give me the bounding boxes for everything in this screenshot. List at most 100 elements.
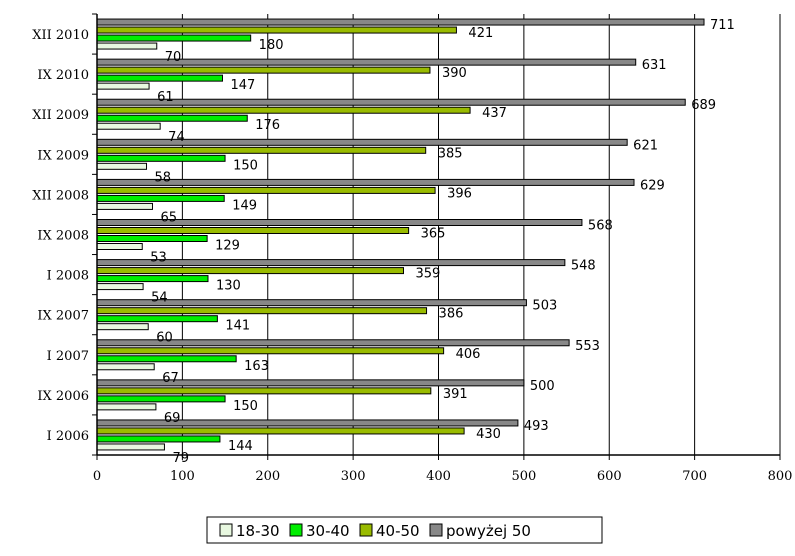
data-label: 406 [456,347,481,362]
data-label: 149 [232,198,257,213]
legend-label: 18-30 [236,522,280,540]
data-label: 58 [155,170,172,185]
data-label: 711 [710,18,735,33]
bar [96,18,705,26]
bar [96,315,218,323]
data-label: 621 [633,138,658,153]
category-label: I 2007 [47,349,89,364]
data-label: 150 [233,158,258,173]
bar [96,227,410,234]
data-label: 493 [524,419,549,434]
category-label: IX 2006 [37,389,89,404]
x-tick-label: 600 [597,469,622,484]
data-label: 150 [233,399,258,414]
data-label: 437 [482,106,507,121]
bar [96,26,457,34]
data-label: 500 [530,379,555,394]
category-labels: I 2006 IX 2006 I 2007 IX 2007 I 2008 IX 2008 X… [32,28,89,444]
legend-box [206,516,603,544]
bar [96,307,428,315]
category-label: IX 2009 [37,148,89,163]
data-label: 365 [421,227,446,242]
bar [96,194,225,202]
data-label: 74 [168,130,185,145]
bar [96,162,148,170]
legend: 18-30 30-40 40-50 powyżej 50 [206,516,603,544]
bar [96,146,427,154]
x-tick-label: 100 [170,469,195,484]
category-label: IX 2007 [37,309,89,324]
bar [96,178,635,186]
bar [96,259,566,267]
data-label: 430 [476,427,501,442]
bar [96,106,471,114]
bar [96,427,465,435]
category-label: XII 2009 [32,108,89,123]
bar [96,66,431,74]
bar [96,355,237,363]
bar [96,387,432,395]
legend-label: 40-50 [376,522,420,540]
data-label: 141 [225,319,250,334]
bar [96,443,165,451]
data-label: 144 [228,439,253,454]
data-label: 385 [438,146,463,161]
grid-lines [181,14,781,455]
bar [96,42,158,50]
legend-label: 30-40 [306,522,350,540]
category-label: IX 2010 [37,68,89,83]
legend-swatch [289,523,303,537]
x-tick-label: 500 [511,469,536,484]
data-label: 53 [150,251,167,266]
category-label: XII 2008 [32,188,89,203]
data-label: 79 [172,451,189,466]
bar [96,435,221,443]
data-label: 390 [442,66,467,81]
x-tick-label: 300 [341,469,366,484]
x-tick-labels: 0 100 200 300 400 500 600 700 800 [93,469,793,484]
category-label: XII 2010 [32,28,89,43]
data-label: 359 [415,267,440,282]
data-label: 568 [588,219,613,234]
data-label: 631 [642,58,667,73]
legend-swatch [359,523,373,537]
bar [96,202,153,210]
data-label: 60 [156,331,173,346]
legend-swatch [429,523,443,537]
bar [96,363,155,371]
bar [96,98,686,106]
data-label: 70 [165,50,182,65]
bar [96,114,248,122]
bar [96,395,226,403]
data-label: 147 [231,78,256,93]
data-label: 396 [447,186,472,201]
bar [96,243,143,250]
data-label: 629 [640,178,665,193]
data-label: 503 [532,299,557,314]
bar [96,34,252,42]
data-label: 180 [259,38,284,53]
category-label: IX 2008 [37,229,89,244]
bar [96,283,144,291]
data-label: 176 [255,118,280,133]
data-label: 65 [160,210,177,225]
bar [96,74,224,82]
data-label: 61 [157,90,174,105]
legend-swatch [219,523,233,537]
bar [96,323,149,331]
data-labels: 79 144 430 493 69 150 391 500 67 163 406 553 60 141 38… [150,18,735,466]
x-tick-label: 0 [93,469,101,484]
data-label: 391 [443,387,468,402]
x-tick-label: 400 [426,469,451,484]
data-label: 553 [575,339,600,354]
data-label: 386 [439,307,464,322]
x-tick-label: 800 [768,469,793,484]
category-label: I 2008 [47,269,89,284]
bar [96,235,208,242]
data-label: 548 [571,259,596,274]
data-label: 129 [215,239,240,254]
bar [96,347,445,355]
data-label: 67 [162,371,179,386]
axes [92,13,781,460]
legend-label: powyżej 50 [446,522,531,540]
